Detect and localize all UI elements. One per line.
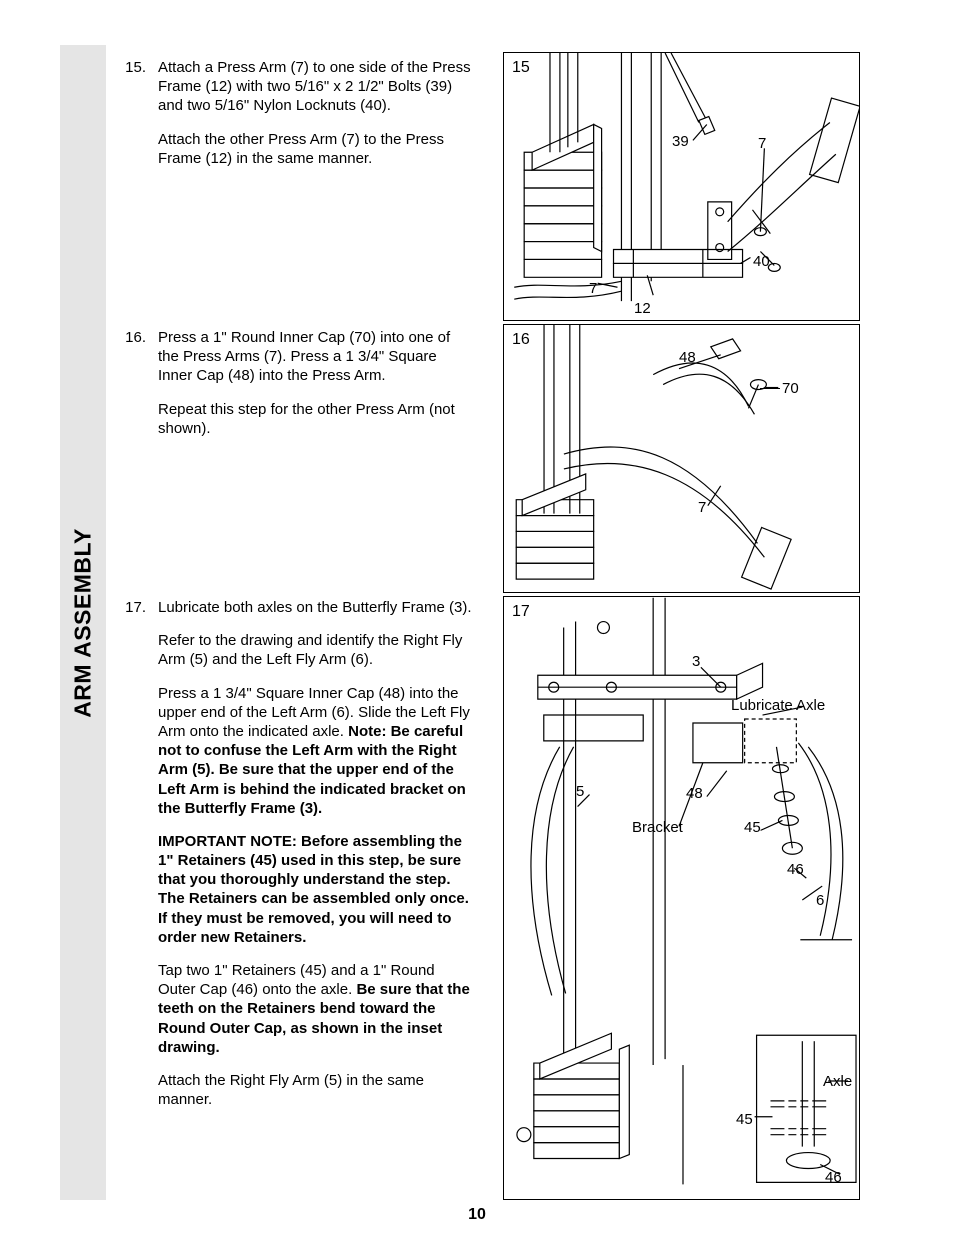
step-15: 15. Attach a Press Arm (7) to one side o… (124, 58, 474, 168)
fig17-c48: 48 (686, 785, 703, 802)
fig17-c6: 6 (816, 892, 824, 909)
step-17-number: 17. (124, 598, 152, 617)
fig17-c3: 3 (692, 653, 700, 670)
fig15-c7: 7 (758, 135, 766, 152)
step-17-body: Lubricate both axles on the Butterfly Fr… (158, 598, 474, 1109)
step-16-p2: Repeat this step for the other Press Arm… (158, 400, 474, 438)
fig17-c45b: 45 (736, 1111, 753, 1128)
fig16-c48: 48 (679, 349, 696, 366)
figure-15: 15 (503, 52, 860, 321)
sidebar-label: ARM ASSEMBLY (70, 528, 97, 718)
step-15-p1: Attach a Press Arm (7) to one side of th… (158, 58, 474, 116)
fig16-leader-70 (760, 388, 780, 389)
step-17-p5: Tap two 1" Retainers (45) and a 1" Round… (158, 961, 474, 1057)
fig16-c7: 7 (698, 499, 706, 516)
step-16: 16. Press a 1" Round Inner Cap (70) into… (124, 328, 474, 438)
step-15-number: 15. (124, 58, 152, 77)
step-17-p4: IMPORTANT NOTE: Before assembling the 1"… (158, 832, 474, 947)
fig17-axle: Axle (823, 1073, 852, 1090)
page: ARM ASSEMBLY 15. Attach a Press Arm (7) … (0, 0, 954, 1235)
step-17-p3: Press a 1 3/4" Square Inner Cap (48) int… (158, 684, 474, 818)
step-15-body: Attach a Press Arm (7) to one side of th… (158, 58, 474, 168)
page-number: 10 (0, 1206, 954, 1224)
figure-17-svg (504, 597, 859, 1199)
step-17: 17. Lubricate both axles on the Butterfl… (124, 598, 474, 1109)
fig16-c70: 70 (782, 380, 799, 397)
fig15-c7b: 7 (589, 280, 597, 297)
fig17-c46b: 46 (825, 1169, 842, 1186)
figure-16: 16 (503, 324, 860, 593)
sidebar-band: ARM ASSEMBLY (60, 45, 106, 1200)
fig17-bracket: Bracket (632, 819, 683, 836)
step-16-body: Press a 1" Round Inner Cap (70) into one… (158, 328, 474, 438)
step-17-p1: Lubricate both axles on the Butterfly Fr… (158, 598, 474, 617)
step-17-p2: Refer to the drawing and identify the Ri… (158, 631, 474, 669)
fig15-c39: 39 (672, 133, 689, 150)
figure-17: 17 (503, 596, 860, 1200)
fig17-lub: Lubricate Axle (731, 697, 825, 714)
fig15-c12: 12 (634, 300, 651, 317)
fig17-c45: 45 (744, 819, 761, 836)
fig17-c5: 5 (576, 783, 584, 800)
step-15-p2: Attach the other Press Arm (7) to the Pr… (158, 130, 474, 168)
figure-15-svg (504, 53, 859, 320)
step-16-number: 16. (124, 328, 152, 347)
step-17-p6: Attach the Right Fly Arm (5) in the same… (158, 1071, 474, 1109)
fig17-c46: 46 (787, 861, 804, 878)
fig15-c40: 40 (753, 253, 770, 270)
step-16-p1: Press a 1" Round Inner Cap (70) into one… (158, 328, 474, 386)
